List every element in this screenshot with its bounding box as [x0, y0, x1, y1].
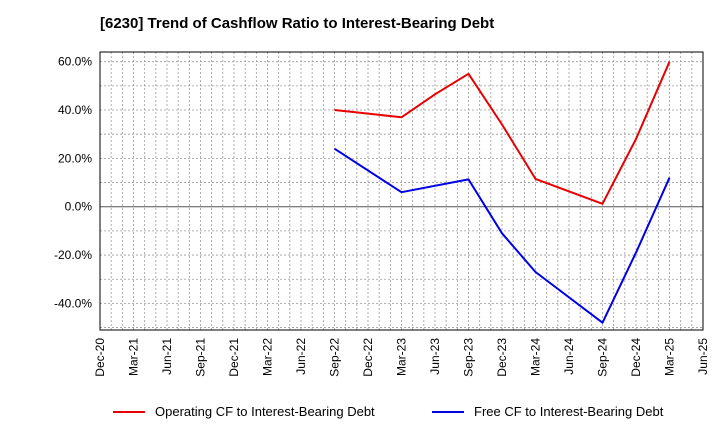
plot-frame [99, 51, 704, 331]
y-tick-label: -40.0% [54, 296, 92, 310]
x-tick-label: Dec-23 [495, 338, 509, 377]
x-tick-label: Jun-22 [294, 338, 308, 375]
legend-item-free-cf: Free CF to Interest-Bearing Debt [432, 404, 663, 419]
x-tick-label: Mar-23 [395, 338, 409, 376]
x-tick-label: Jun-21 [160, 338, 174, 375]
x-tick-label: Sep-24 [596, 338, 610, 377]
x-tick-label: Sep-23 [462, 338, 476, 377]
legend-label-free-cf: Free CF to Interest-Bearing Debt [474, 404, 664, 419]
y-tick-label: -20.0% [54, 248, 92, 262]
axis-layer [99, 51, 704, 331]
x-tick-label: Dec-21 [227, 338, 241, 377]
chart-title: [6230] Trend of Cashflow Ratio to Intere… [100, 15, 495, 32]
x-tick-label: Mar-21 [127, 338, 141, 376]
y-tick-label: 20.0% [58, 151, 92, 165]
legend-swatch-operating-cf [113, 410, 145, 413]
y-tick-label: 0.0% [65, 200, 93, 214]
x-tick-labels: Dec-20 Mar-21 Jun-21 Sep-21 Dec-21 Mar-22 Jun-… [93, 338, 710, 377]
x-tick-label: Mar-24 [529, 338, 543, 376]
x-tick-label: Sep-22 [328, 338, 342, 377]
x-tick-label: Dec-22 [361, 338, 375, 377]
legend-item-operating-cf: Operating CF to Interest-Bearing Debt [113, 404, 375, 419]
legend-label-operating-cf: Operating CF to Interest-Bearing Debt [155, 404, 375, 419]
x-tick-label: Jun-24 [562, 338, 576, 375]
x-tick-label: Sep-21 [194, 338, 208, 377]
grid-layer [99, 52, 704, 330]
x-tick-label: Mar-22 [261, 338, 275, 376]
x-tick-label: Dec-20 [93, 338, 107, 377]
legend-swatch-free-cf [432, 410, 464, 413]
x-tick-label: Dec-24 [629, 338, 643, 377]
x-tick-label: Jun-25 [696, 338, 710, 375]
series-layer [333, 61, 671, 324]
y-tick-label: 40.0% [58, 103, 92, 117]
series-line-free-cf [333, 147, 671, 324]
x-tick-label: Jun-23 [428, 338, 442, 375]
x-tick-label: Mar-25 [663, 338, 677, 376]
series-line-operating-cf [334, 61, 671, 205]
y-tick-labels: 60.0% 40.0% 20.0% 0.0% -20.0% -40.0% [54, 55, 92, 311]
y-tick-label: 60.0% [58, 55, 92, 69]
